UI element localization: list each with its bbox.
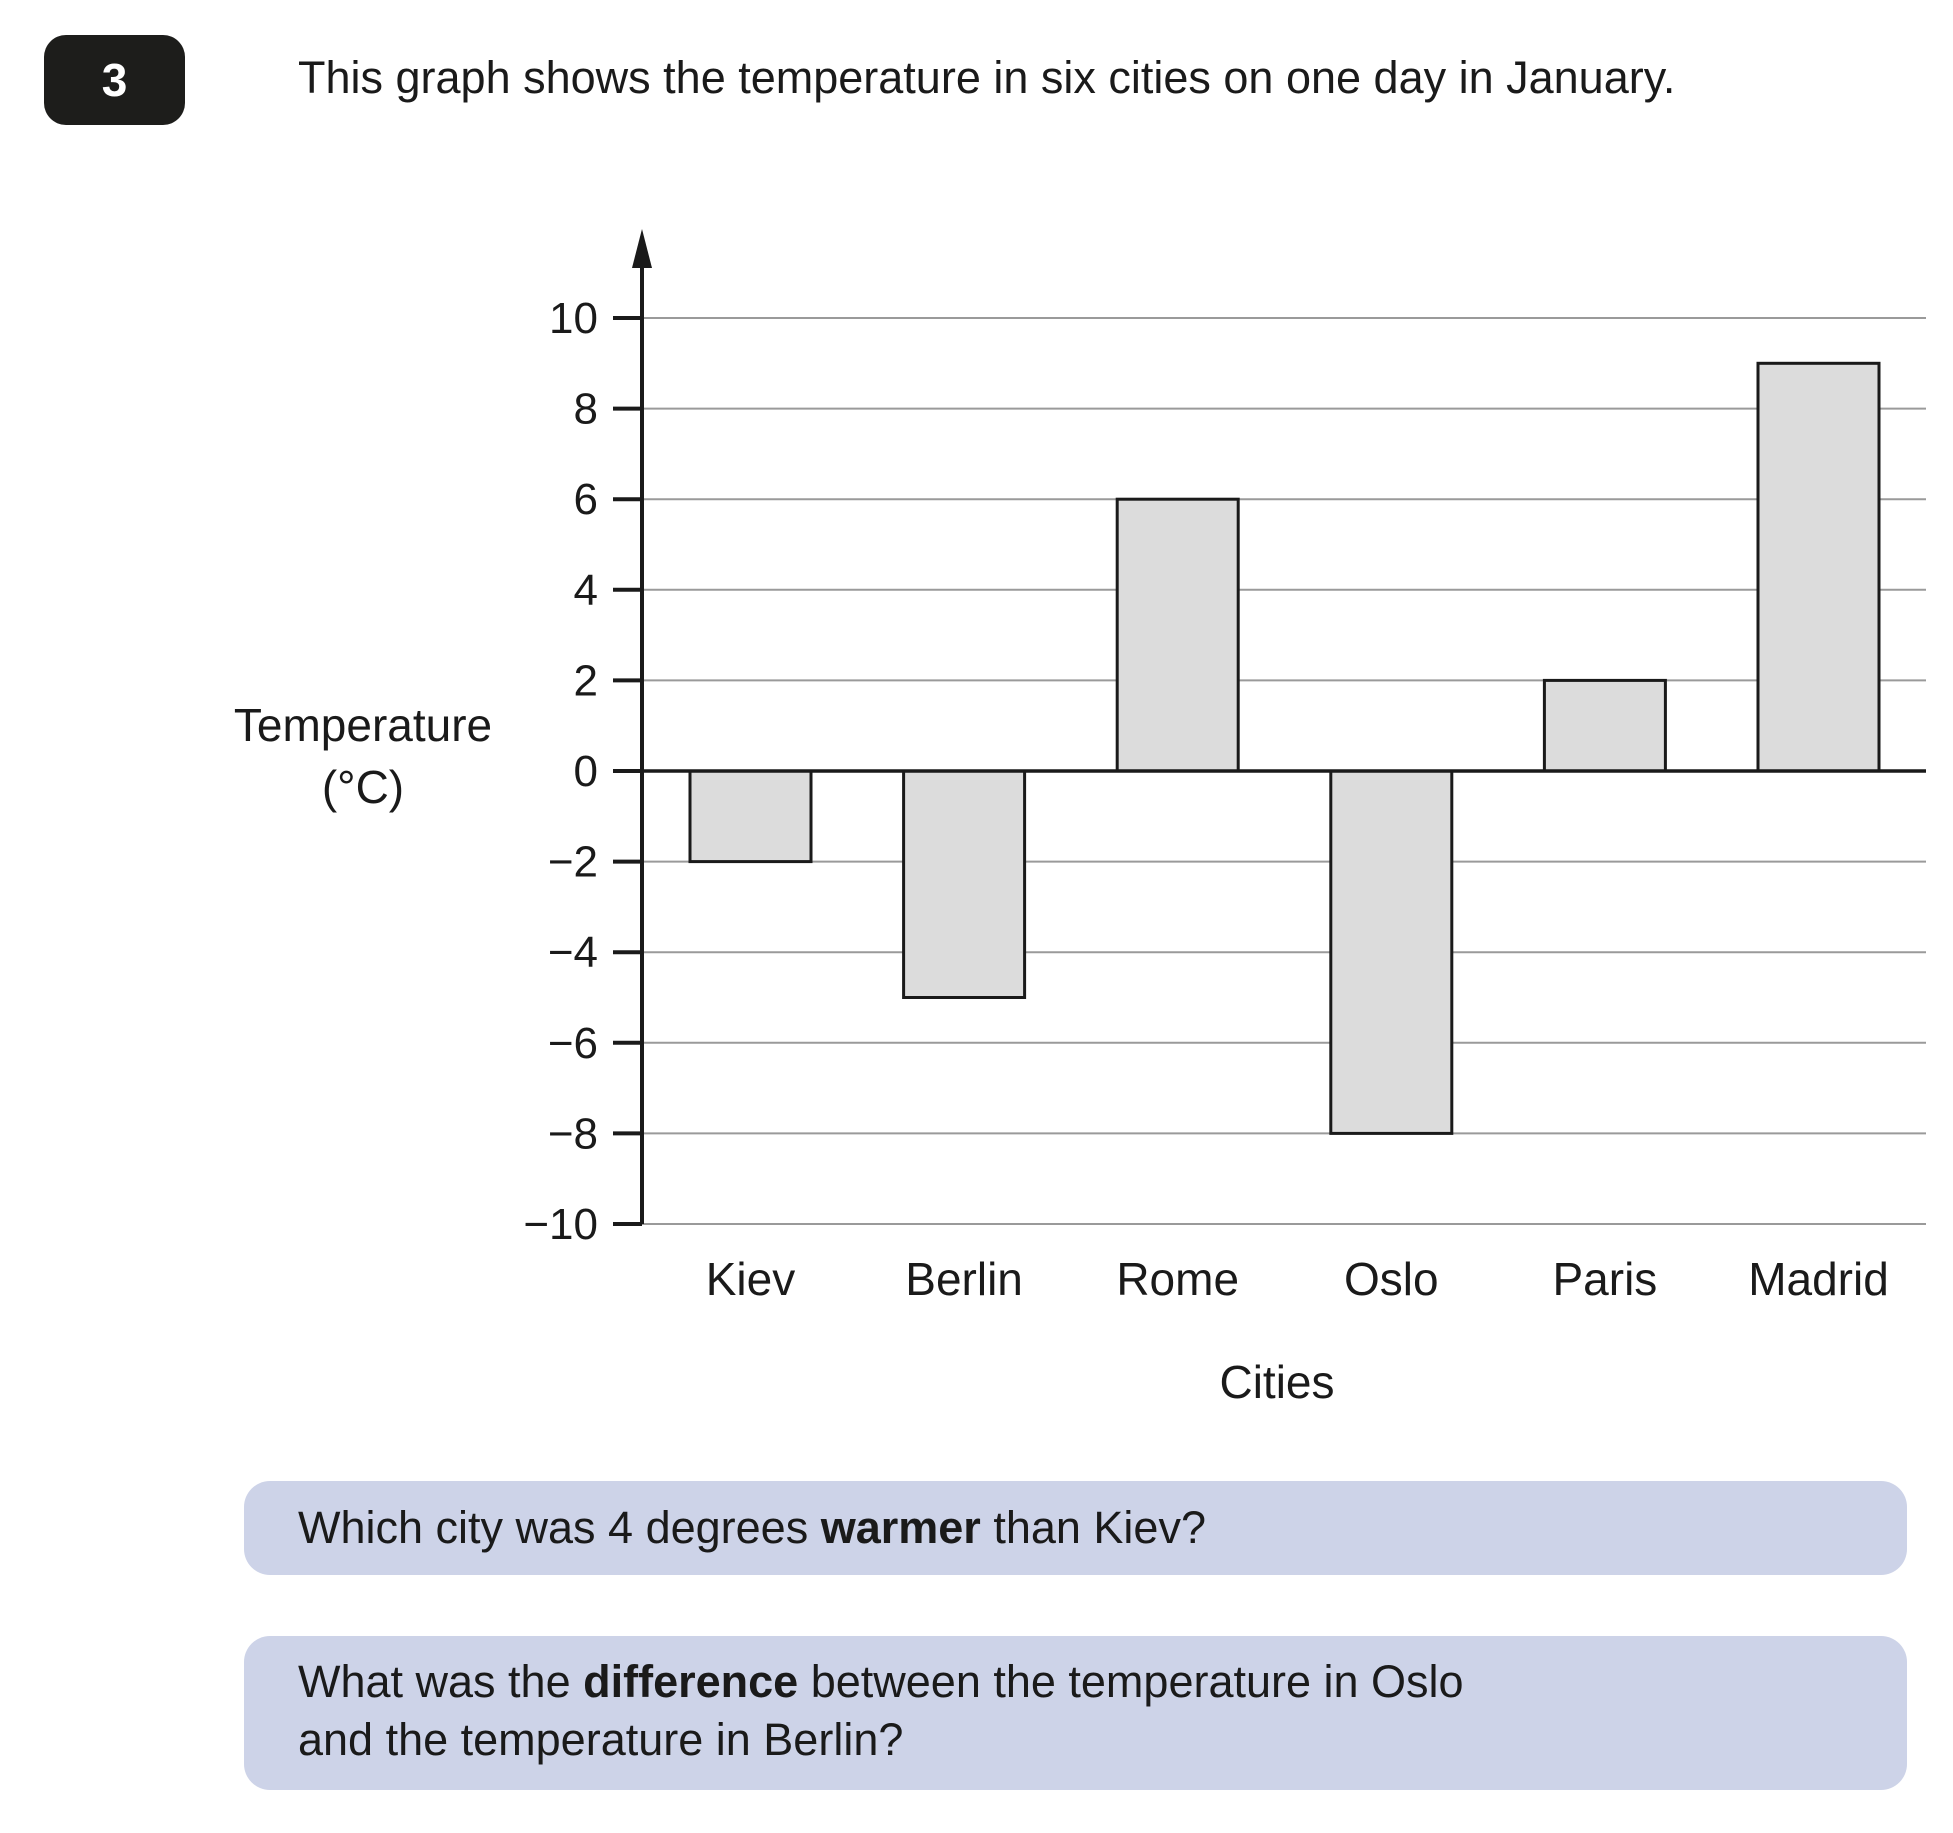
question-1-text: Which city was 4 degrees [298,1502,821,1553]
y-tick-label: 6 [574,475,598,524]
bar-paris [1542,678,1667,773]
bar-rome [1115,497,1240,773]
bar-kiev [688,769,813,864]
y-tick-label: −8 [548,1109,598,1158]
question-1-bold: warmer [820,1502,981,1553]
x-category-label: Paris [1552,1253,1657,1305]
y-tick-label: −2 [548,838,598,887]
y-axis-title: Temperature [234,699,492,751]
question-2-text-end: between the temperature in Oslo [798,1656,1464,1707]
y-tick-label: −6 [548,1019,598,1068]
y-tick-label: 10 [549,294,598,343]
x-category-label: Kiev [706,1253,795,1305]
question-number-badge: 3 [44,35,185,125]
x-category-label: Berlin [905,1253,1023,1305]
y-tick-label: 2 [574,656,598,705]
y-tick-label: 8 [574,385,598,434]
question-2-bold: difference [583,1656,799,1707]
question-box-1: Which city was 4 degrees warmer than Kie… [244,1481,1907,1575]
y-tick-label: 4 [574,566,598,615]
bar-madrid [1756,361,1881,773]
question-1-text-end: than Kiev? [980,1502,1206,1553]
y-axis-arrow-icon [632,229,652,268]
y-tick-label: −10 [523,1200,598,1249]
y-tick-label: 0 [574,747,598,796]
y-axis-unit: (°C) [322,761,404,813]
question-2-line2: and the temperature in Berlin? [298,1714,904,1765]
question-box-2: What was the difference between the temp… [244,1636,1907,1790]
x-axis-title: Cities [1219,1356,1334,1408]
x-category-label: Oslo [1344,1253,1439,1305]
x-category-label: Madrid [1748,1253,1889,1305]
bar-oslo [1329,769,1454,1135]
bar-berlin [902,769,1027,999]
question-number: 3 [101,54,128,106]
x-category-label: Rome [1116,1253,1239,1305]
question-intro: This graph shows the temperature in six … [298,52,1676,103]
y-tick-label: −4 [548,928,598,977]
question-2-text: What was the [298,1656,584,1707]
